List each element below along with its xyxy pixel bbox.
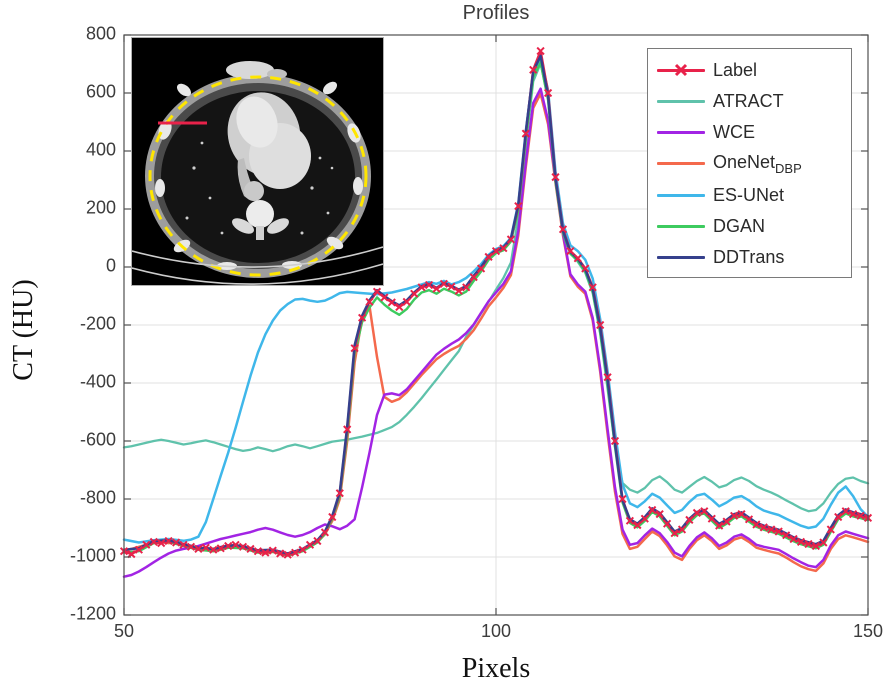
aorta xyxy=(244,181,264,201)
series-line-atract xyxy=(122,62,870,513)
legend-label: OneNetDBP xyxy=(713,151,802,176)
y-tick-label: -600 xyxy=(79,429,116,450)
y-tick-label: 600 xyxy=(85,81,116,102)
series-line-ddtrans xyxy=(122,54,870,555)
legend-item-onenet: OneNetDBP xyxy=(648,149,851,179)
legend-item-atract: ATRACT xyxy=(648,86,851,116)
sternum xyxy=(226,61,274,79)
legend-label: WCE xyxy=(713,122,755,143)
y-tick-label: -400 xyxy=(79,371,116,392)
legend-swatch xyxy=(657,193,705,197)
legend-swatch xyxy=(657,131,705,135)
spine xyxy=(232,200,289,240)
scanner-table-arcs xyxy=(132,246,383,285)
legend: Label ATRACT WCE OneNetDBP ES-UNet DGAN DDTran… xyxy=(647,48,852,278)
x-tick-label: 50 xyxy=(113,621,135,641)
legend-swatch xyxy=(657,99,705,103)
legend-item-dgan: DGAN xyxy=(648,212,851,242)
legend-label-subscript: DBP xyxy=(775,160,802,176)
y-tick-label: 200 xyxy=(85,197,116,218)
legend-x-marker-icon xyxy=(674,63,688,77)
x-tick-label: 150 xyxy=(852,621,884,641)
x-tick-label: 100 xyxy=(480,621,512,641)
legend-swatch xyxy=(657,225,705,229)
y-tick-label: 0 xyxy=(105,255,116,276)
ct-inset-image xyxy=(131,37,384,286)
legend-swatch xyxy=(657,63,705,77)
legend-item-label: Label xyxy=(648,55,851,85)
heart-region xyxy=(227,92,311,201)
lung-vessels xyxy=(185,141,334,235)
y-tick-label: -1000 xyxy=(69,545,116,566)
y-tick-label: -800 xyxy=(79,487,116,508)
legend-label: ES-UNet xyxy=(713,184,785,205)
legend-label: DGAN xyxy=(713,216,766,237)
legend-swatch xyxy=(657,256,705,260)
y-tick-label: -1200 xyxy=(69,603,116,624)
legend-swatch xyxy=(657,162,705,166)
legend-item-wce: WCE xyxy=(648,118,851,148)
legend-item-es-unet: ES-UNet xyxy=(648,180,851,210)
legend-label: ATRACT xyxy=(713,90,784,111)
y-tick-label: 800 xyxy=(85,23,116,44)
legend-label: Label xyxy=(713,59,758,80)
chart-title: Profiles xyxy=(462,2,530,24)
legend-item-ddtrans: DDTrans xyxy=(648,243,851,273)
y-tick-label: -200 xyxy=(79,313,116,334)
y-tick-label: 400 xyxy=(85,139,116,160)
y-axis-label: CT (HU) xyxy=(8,279,39,381)
fov-dashed-circle xyxy=(148,75,368,277)
legend-label: DDTrans xyxy=(713,247,785,268)
x-axis-label: Pixels xyxy=(461,653,531,684)
series-line-wce xyxy=(122,87,870,578)
